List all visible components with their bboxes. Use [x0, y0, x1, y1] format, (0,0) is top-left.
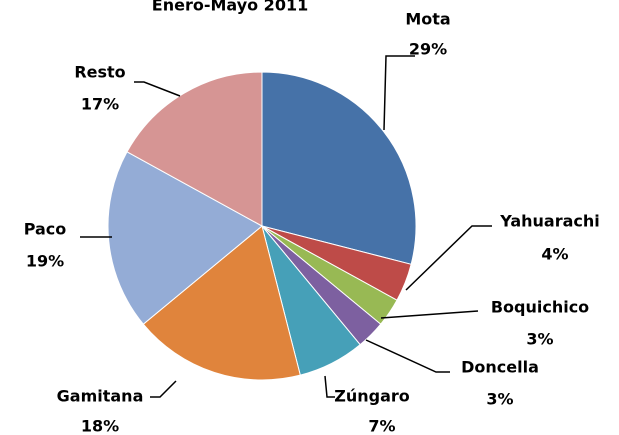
slice-value: 19% — [26, 252, 64, 271]
slice-value: 29% — [409, 40, 447, 59]
leader-line — [324, 375, 335, 398]
chart-title: Enero-Mayo 2011 — [152, 0, 308, 15]
slice-label: Boquichico — [491, 298, 589, 317]
slice-value: 7% — [368, 417, 395, 435]
slice-label: Zúngaro — [334, 387, 410, 406]
leader-line — [383, 55, 415, 131]
slice-label: Gamitana — [57, 387, 144, 406]
slice-value: 4% — [541, 245, 568, 264]
slice-label: Mota — [405, 10, 450, 29]
slice-value: 3% — [486, 390, 513, 409]
pie-slice — [142, 225, 301, 381]
slice-label: Yahuarachi — [499, 212, 600, 231]
pie-slice — [261, 71, 417, 265]
leader-line — [365, 339, 450, 373]
pie-slice — [107, 151, 263, 325]
slice-label: Paco — [24, 220, 67, 239]
leader-line — [380, 310, 479, 319]
slice-value: 17% — [81, 95, 119, 114]
leader-line — [134, 81, 181, 97]
leader-line — [150, 380, 177, 398]
slice-label: Doncella — [461, 358, 539, 377]
slice-label: Resto — [74, 63, 125, 82]
slice-value: 3% — [526, 330, 553, 349]
leader-line — [405, 225, 492, 291]
pie-slice — [126, 71, 263, 227]
slice-value: 18% — [81, 417, 119, 435]
